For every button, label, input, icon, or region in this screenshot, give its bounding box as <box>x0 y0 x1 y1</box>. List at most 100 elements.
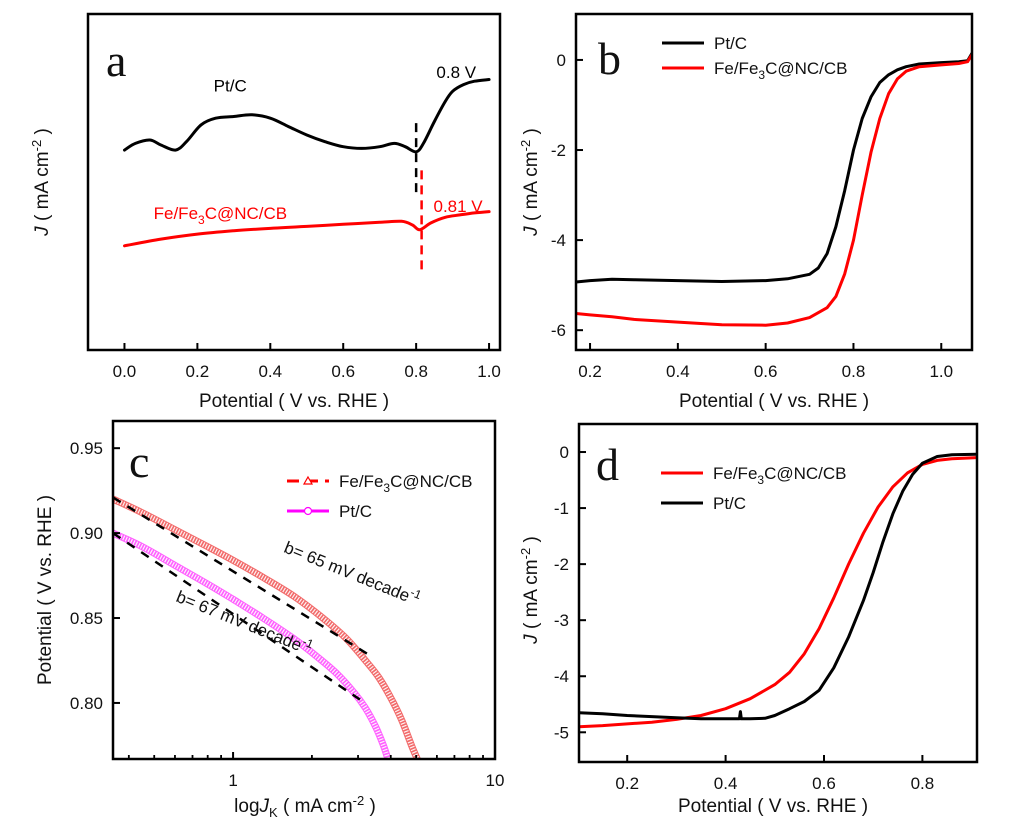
panel-c-frame <box>111 419 497 761</box>
annotation-label: 0.8 V <box>436 63 476 82</box>
ylabel-sup: -2 <box>29 140 44 152</box>
series-line-pt-c <box>123 78 491 154</box>
y-tick-label: 0 <box>557 51 566 70</box>
panel-b-x-ticks: 0.2 0.4 0.6 0.8 1.0 <box>578 343 953 381</box>
x-tick-label: 0.2 <box>186 362 210 381</box>
y-tick-label: -4 <box>554 667 569 686</box>
legend-label-part: Fe/Fe <box>713 464 757 483</box>
legend-label: Pt/C <box>713 494 746 513</box>
panel-d-frame <box>577 422 979 764</box>
y-tick-label: -2 <box>551 141 566 160</box>
panel-d: d Fe/Fe3C@NC/CB Pt/C 0.2 0.4 0.6 0.8 0 -1 -2 -3… <box>518 422 979 817</box>
legend-item: Fe/Fe3C@NC/CB <box>661 464 847 487</box>
legend-item: Pt/C <box>661 494 746 513</box>
panel-c: c b= 65 mV decade-1b= 67 mV decade-1 Fe/… <box>35 419 504 820</box>
y-tick-label: 0.80 <box>70 694 103 713</box>
ylabel-italic: J <box>521 226 542 237</box>
panel-c-y-axis-title: Potential ( V vs. RHE ) <box>35 495 56 685</box>
x-tick-label: 0.8 <box>911 774 935 793</box>
panel-a-series <box>123 78 491 270</box>
xlabel-italic: J <box>259 796 270 817</box>
panel-d-y-axis-title: J ( mA cm-2 ) <box>518 536 542 645</box>
tafel-slope-sup: -1 <box>408 585 423 602</box>
legend-label: Pt/C <box>714 34 747 53</box>
legend-item: Fe/Fe3C@NC/CB <box>287 472 473 495</box>
panel-b-frame <box>574 12 974 352</box>
panel-c-legend: Fe/Fe3C@NC/CB Pt/C <box>287 472 473 521</box>
legend-label: Fe/Fe3C@NC/CB <box>339 472 473 495</box>
y-tick-label: 0.90 <box>70 524 103 543</box>
series-line-fe-fe3c-nc-cb <box>579 456 977 729</box>
legend-label-part: Pt/C <box>713 494 746 513</box>
panel-b-y-axis-title: J ( mA cm-2 ) <box>518 128 542 237</box>
tafel-slope-text: b= 67 mV decade <box>173 587 304 655</box>
panel-d-y-ticks: 0 -1 -2 -3 -4 -5 <box>554 443 586 742</box>
panel-c-y-ticks: 0.95 0.90 0.85 0.80 <box>70 439 120 713</box>
y-tick-label: -1 <box>554 499 569 518</box>
ylabel-rest: ( mA cm <box>521 151 542 226</box>
y-tick-label: -5 <box>554 723 569 742</box>
legend-label-part: C@NC/CB <box>764 464 846 483</box>
panel-a-frame <box>86 12 502 352</box>
legend-item: Pt/C <box>662 34 747 53</box>
x-tick-label: 0.6 <box>754 362 778 381</box>
legend-label-part: C@NC/CB <box>765 59 847 78</box>
legend-label-part: 3 <box>758 68 765 82</box>
panel-b-x-axis-title: Potential ( V vs. RHE ) <box>679 391 869 412</box>
xlabel-sup: -2 <box>353 793 365 808</box>
annotation-label: 0.81 V <box>433 197 483 216</box>
y-tick-label: 0.95 <box>70 439 103 458</box>
annotation-label-part: 3 <box>198 213 205 227</box>
panel-b: b Pt/C Fe/Fe3C@NC/CB 0.2 0.4 0.6 0.8 1.0 0 -2 -… <box>518 12 974 412</box>
ylabel-rest: ( mA cm <box>32 151 53 226</box>
ylabel-rest: ( mA cm <box>521 559 542 634</box>
ylabel-end: ) <box>521 128 542 140</box>
panel-d-x-axis-title: Potential ( V vs. RHE ) <box>678 796 868 817</box>
xlabel-rest: ( mA cm <box>278 796 353 817</box>
panel-d-series <box>579 452 977 729</box>
ylabel-end: ) <box>32 128 53 140</box>
series-markers-pt-c <box>113 530 391 759</box>
legend-label-part: 3 <box>383 481 390 495</box>
y-tick-label: 0 <box>560 443 569 462</box>
panel-c-x-ticks: 1 10 <box>127 752 504 790</box>
ylabel-end: ) <box>521 536 542 548</box>
ylabel-sup: -2 <box>518 140 533 152</box>
x-tick-label: 1 <box>228 771 237 790</box>
panel-a: a Pt/C 0.8 V Fe/Fe3C@NC/CB 0.81 V 0.0 0.2 0.4… <box>29 12 502 412</box>
series-line-fe-fe3c-nc-cb <box>123 210 491 248</box>
panel-b-legend: Pt/C Fe/Fe3C@NC/CB <box>662 34 848 82</box>
x-tick-label: 0.6 <box>331 362 355 381</box>
series-markers-fe-fe3c-nc-cb <box>113 496 420 759</box>
x-tick-label: 1.0 <box>929 362 953 381</box>
annotation-label-part: Fe/Fe <box>154 204 198 223</box>
panel-b-series <box>576 51 972 327</box>
panel-c-series <box>113 495 421 759</box>
x-tick-label: 0.6 <box>812 774 836 793</box>
legend-label: Fe/Fe3C@NC/CB <box>713 464 847 487</box>
panel-a-annotations: Pt/C 0.8 V Fe/Fe3C@NC/CB 0.81 V <box>154 63 484 227</box>
ylabel-sup: -2 <box>518 548 533 560</box>
legend-item: Fe/Fe3C@NC/CB <box>662 59 848 82</box>
y-tick-label: -6 <box>551 321 566 340</box>
xlabel-sub: K <box>269 805 278 820</box>
legend-item: Pt/C <box>287 502 372 521</box>
panel-b-y-ticks: 0 -2 -4 -6 <box>551 51 583 340</box>
x-tick-label: 0.4 <box>714 774 738 793</box>
xlabel-pre: log <box>234 796 259 817</box>
x-tick-label: 0.2 <box>578 362 602 381</box>
annotation-label: Fe/Fe3C@NC/CB <box>154 204 288 227</box>
legend-label-part: Pt/C <box>714 34 747 53</box>
legend-label-part: C@NC/CB <box>390 472 472 491</box>
panel-label-a: a <box>106 35 126 86</box>
x-tick-label: 0.4 <box>258 362 282 381</box>
x-tick-label: 0.0 <box>113 362 137 381</box>
y-tick-label: 0.85 <box>70 609 103 628</box>
panel-label-b: b <box>598 33 621 84</box>
legend-label-part: Fe/Fe <box>339 472 383 491</box>
legend-label: Fe/Fe3C@NC/CB <box>714 59 848 82</box>
circle-marker-icon <box>303 506 313 516</box>
legend-label-part: 3 <box>757 473 764 487</box>
series-line-fe-fe3c-nc-cb <box>576 53 972 327</box>
